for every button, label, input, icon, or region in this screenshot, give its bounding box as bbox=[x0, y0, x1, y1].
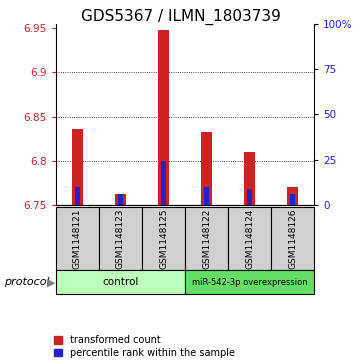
Bar bbox=[161, 161, 166, 205]
Text: GSM1148121: GSM1148121 bbox=[73, 208, 82, 269]
Bar bbox=[271, 207, 314, 270]
Bar bbox=[185, 207, 228, 270]
Text: GSM1148123: GSM1148123 bbox=[116, 208, 125, 269]
Text: GDS5367 / ILMN_1803739: GDS5367 / ILMN_1803739 bbox=[81, 9, 280, 25]
Bar bbox=[287, 187, 298, 205]
Text: GSM1148124: GSM1148124 bbox=[245, 208, 254, 269]
Bar bbox=[158, 30, 169, 205]
Bar bbox=[201, 132, 212, 205]
Bar bbox=[204, 187, 209, 205]
Text: GSM1148122: GSM1148122 bbox=[202, 208, 211, 269]
Bar bbox=[247, 189, 252, 205]
Bar bbox=[75, 187, 80, 205]
Text: ▶: ▶ bbox=[47, 277, 56, 287]
Bar bbox=[99, 207, 142, 270]
Bar bbox=[72, 129, 83, 205]
Text: miR-542-3p overexpression: miR-542-3p overexpression bbox=[192, 278, 307, 287]
Bar bbox=[56, 207, 99, 270]
Bar bbox=[115, 195, 126, 205]
Bar bbox=[290, 195, 295, 205]
Text: protocol: protocol bbox=[4, 277, 49, 287]
Bar bbox=[185, 270, 314, 294]
Bar bbox=[228, 207, 271, 270]
Text: control: control bbox=[102, 277, 139, 287]
Text: GSM1148125: GSM1148125 bbox=[159, 208, 168, 269]
Bar bbox=[56, 270, 185, 294]
Bar bbox=[142, 207, 185, 270]
Bar bbox=[244, 152, 255, 205]
Bar bbox=[118, 195, 123, 205]
Text: GSM1148126: GSM1148126 bbox=[288, 208, 297, 269]
Legend: transformed count, percentile rank within the sample: transformed count, percentile rank withi… bbox=[53, 335, 235, 358]
